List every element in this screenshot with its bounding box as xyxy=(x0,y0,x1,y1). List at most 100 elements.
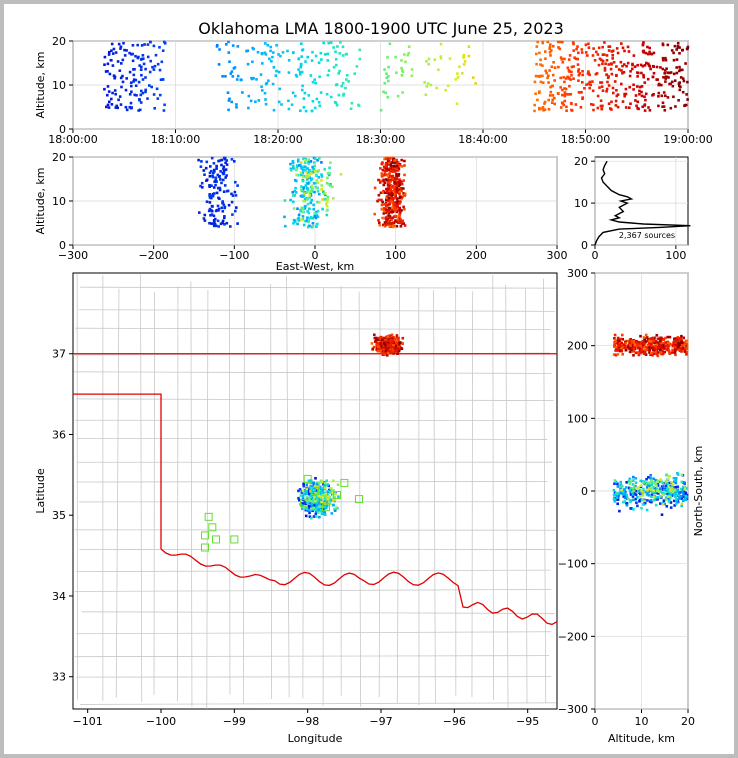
source-point-ew xyxy=(392,165,396,168)
source-point-ns xyxy=(645,508,649,512)
source-point-ns xyxy=(657,490,661,493)
source-point-time xyxy=(641,42,645,46)
source-point-time xyxy=(657,104,660,108)
source-point-ns xyxy=(614,338,617,342)
source-point-map xyxy=(298,498,301,502)
source-point-time xyxy=(433,58,437,61)
source-point-ns xyxy=(683,341,687,345)
source-point-map xyxy=(336,483,340,486)
source-point-time xyxy=(657,91,661,95)
source-point-time xyxy=(647,106,650,109)
source-point-time xyxy=(584,51,588,54)
source-point-ew xyxy=(301,171,305,175)
source-point-time xyxy=(619,60,623,64)
source-point-ew xyxy=(210,213,214,216)
source-point-ns xyxy=(667,492,670,496)
source-point-time xyxy=(647,52,650,56)
source-point-ns xyxy=(616,339,619,343)
source-point-ew xyxy=(398,190,402,193)
source-point-ew xyxy=(386,187,389,191)
y-tick-label: −200 xyxy=(558,630,588,643)
source-point-map xyxy=(378,346,381,350)
source-point-time xyxy=(140,73,143,77)
source-point-time xyxy=(387,75,390,78)
source-point-time xyxy=(329,41,333,44)
source-point-time xyxy=(310,59,314,62)
source-point-map xyxy=(317,481,321,485)
source-point-ns xyxy=(628,341,631,345)
source-point-ew xyxy=(377,193,381,197)
source-point-time xyxy=(122,41,125,45)
county-line xyxy=(76,437,548,440)
source-point-time xyxy=(678,88,682,92)
source-point-ew xyxy=(317,169,321,172)
source-point-map xyxy=(383,353,386,356)
source-point-time xyxy=(269,49,272,53)
source-point-ew xyxy=(311,217,314,220)
source-point-ew xyxy=(395,174,398,178)
source-point-time xyxy=(577,68,581,71)
source-point-time xyxy=(588,80,592,84)
source-point-ns xyxy=(674,495,677,499)
source-point-ew xyxy=(321,207,324,211)
source-point-time xyxy=(643,95,646,98)
source-point-ew xyxy=(326,195,330,199)
source-point-time xyxy=(134,78,138,82)
source-point-time xyxy=(675,66,678,69)
y-axis-label: North-South, km xyxy=(692,446,705,537)
source-point-map xyxy=(327,490,330,493)
source-point-time xyxy=(664,75,668,78)
source-point-ns xyxy=(664,496,668,499)
source-point-time xyxy=(562,103,565,107)
source-point-map xyxy=(396,347,400,350)
lma-station-marker xyxy=(311,487,319,495)
source-point-ns xyxy=(635,501,638,505)
source-point-time xyxy=(358,48,362,52)
source-point-time xyxy=(670,49,674,52)
source-point-ns xyxy=(647,341,651,345)
source-point-time xyxy=(458,65,461,69)
source-point-map xyxy=(333,498,337,502)
source-point-time xyxy=(241,91,244,94)
county-line xyxy=(505,284,509,708)
source-point-time xyxy=(386,95,390,99)
source-point-map xyxy=(318,499,321,503)
source-point-ew xyxy=(393,160,396,164)
source-point-map xyxy=(305,492,308,495)
source-point-time xyxy=(129,101,133,105)
source-point-map xyxy=(387,336,391,340)
source-point-time xyxy=(610,50,614,53)
source-point-ns xyxy=(638,343,641,346)
source-point-ew xyxy=(379,191,383,195)
source-point-map xyxy=(322,505,326,509)
county-line xyxy=(80,702,556,705)
source-point-map xyxy=(379,337,382,340)
source-point-ew xyxy=(302,186,305,189)
source-point-ew xyxy=(308,207,311,211)
source-point-ew xyxy=(386,196,389,200)
source-point-ew xyxy=(213,222,217,226)
source-point-time xyxy=(610,100,613,104)
source-point-ew xyxy=(292,165,295,168)
source-point-ns xyxy=(680,347,684,350)
source-point-ns xyxy=(674,479,678,482)
source-point-ns xyxy=(622,493,625,496)
x-tick-label: 18:10:00 xyxy=(151,133,200,146)
source-point-time xyxy=(424,93,428,97)
source-point-time xyxy=(543,100,547,104)
source-point-time xyxy=(382,90,385,94)
source-point-map xyxy=(305,507,309,511)
source-point-time xyxy=(338,69,341,73)
source-point-ns xyxy=(685,353,688,356)
source-point-ew xyxy=(299,171,303,174)
source-point-map xyxy=(321,493,325,497)
source-point-ns xyxy=(675,340,678,344)
source-point-ew xyxy=(233,160,236,163)
source-point-time xyxy=(322,41,325,45)
source-point-time xyxy=(133,68,136,71)
source-point-map xyxy=(311,489,314,493)
source-point-time xyxy=(612,61,616,64)
source-point-ew xyxy=(301,217,305,221)
source-point-ew xyxy=(387,168,390,172)
source-point-time xyxy=(602,53,606,56)
